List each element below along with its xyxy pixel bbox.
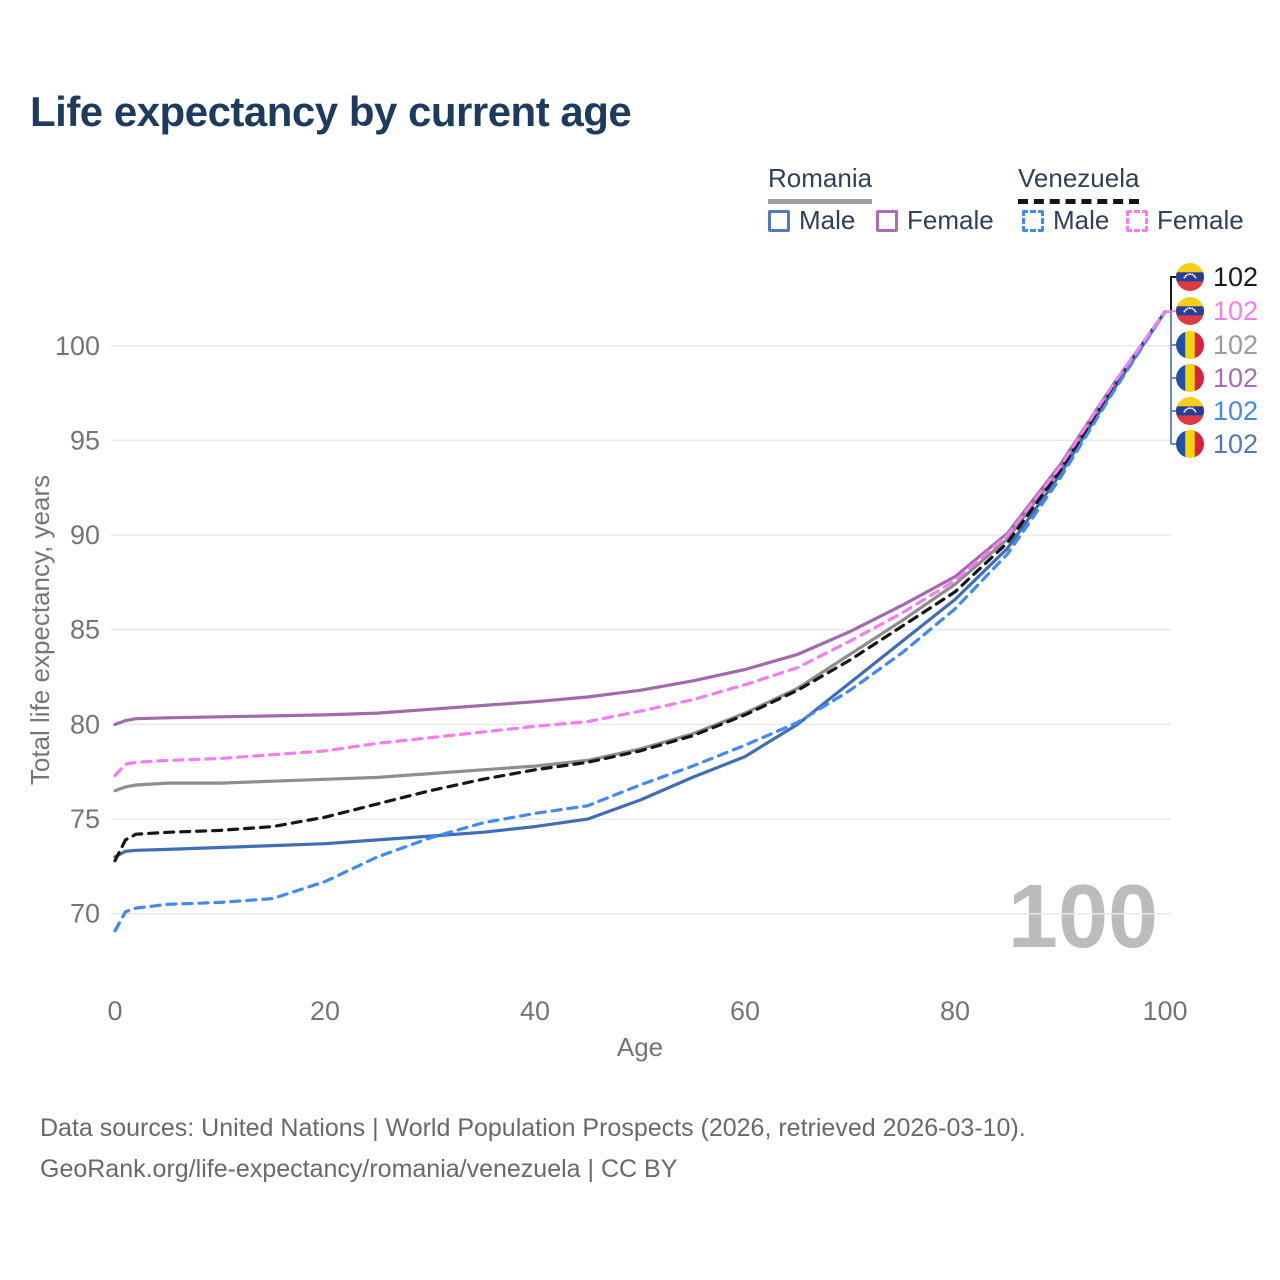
series-romania_male-line[interactable] — [113, 310, 1167, 859]
endpoint-value: 102 — [1213, 330, 1259, 360]
endpoint-label-row: 102 — [1176, 330, 1258, 360]
endpoint-value: 102 — [1213, 429, 1259, 459]
y-tick-label: 80 — [70, 709, 100, 739]
venezuela-flag-icon — [1176, 297, 1204, 325]
legend-label: Female — [907, 205, 994, 235]
y-tick-label: 70 — [70, 899, 100, 929]
endpoint-value: 102 — [1213, 363, 1259, 393]
legend-item-romania-female[interactable]: Female — [876, 205, 994, 236]
x-tick-label: 0 — [107, 996, 122, 1026]
footer: Data sources: United Nations | World Pop… — [40, 1108, 1026, 1190]
legend-item-venezuela-male[interactable]: Male — [1022, 205, 1109, 236]
venezuela-flag-icon — [1176, 397, 1204, 425]
endpoint-label-row: 102 — [1176, 396, 1258, 426]
romania-flag-icon — [1176, 364, 1204, 392]
romania-female-swatch-icon — [876, 209, 898, 232]
series-romania_total-line[interactable] — [113, 310, 1167, 793]
page-title: Life expectancy by current age — [30, 88, 632, 135]
leader-lines — [1164, 276, 1177, 445]
series-venezuela_total-line[interactable] — [113, 310, 1167, 863]
gridlines — [111, 345, 1171, 915]
endpoint-label-row: 102 — [1176, 429, 1258, 459]
series-venezuela_female-line[interactable] — [113, 310, 1167, 778]
leader-line-upper — [1165, 276, 1176, 313]
leader-tick — [1164, 310, 1177, 313]
y-tick-label: 75 — [70, 804, 100, 834]
legend-country-venezuela[interactable]: Venezuela — [1018, 163, 1140, 204]
legend-item-romania-male[interactable]: Male — [768, 205, 855, 236]
endpoint-label-row: 102 — [1176, 296, 1258, 326]
legend-label: Male — [799, 205, 856, 235]
legend-label: Male — [1053, 205, 1110, 235]
axis-tick-labels: 70 75 80 85 90 95 100 0 20 40 60 80 100 — [55, 331, 1188, 1026]
y-tick-label: 85 — [70, 615, 100, 645]
romania-flag-icon — [1176, 430, 1204, 458]
romania-flag-icon — [1176, 331, 1204, 359]
watermark-100: 100 — [1008, 867, 1158, 967]
y-axis-title: Total life expectancy, years — [25, 475, 55, 785]
footer-credit: GeoRank.org/life-expectancy/romania/vene… — [40, 1155, 678, 1183]
endpoint-value: 102 — [1213, 296, 1259, 326]
y-tick-label: 100 — [55, 331, 100, 361]
venezuela-female-swatch-icon — [1126, 209, 1148, 232]
endpoint-value: 102 — [1213, 396, 1259, 426]
legend-label: Female — [1157, 205, 1244, 235]
x-tick-label: 60 — [730, 996, 760, 1026]
legend-country-romania[interactable]: Romania — [768, 163, 873, 204]
footer-sources: Data sources: United Nations | World Pop… — [40, 1114, 1026, 1142]
x-tick-label: 40 — [520, 996, 550, 1026]
y-tick-label: 90 — [70, 520, 100, 550]
chart-series[interactable] — [113, 310, 1167, 933]
x-tick-label: 100 — [1142, 996, 1187, 1026]
romania-male-swatch-icon — [768, 209, 790, 232]
x-tick-label: 20 — [310, 996, 340, 1026]
series-romania_female-line[interactable] — [113, 310, 1167, 727]
y-tick-label: 95 — [70, 425, 100, 455]
x-axis-title: Age — [617, 1032, 663, 1062]
series-venezuela_male-line[interactable] — [113, 310, 1167, 933]
venezuela-flag-icon — [1176, 263, 1204, 291]
endpoint-label-row: 102 — [1176, 262, 1258, 292]
endpoint-label-row: 102 — [1176, 363, 1258, 393]
endpoint-value: 102 — [1213, 262, 1259, 292]
x-tick-label: 80 — [940, 996, 970, 1026]
legend-item-venezuela-female[interactable]: Female — [1126, 205, 1244, 236]
venezuela-male-swatch-icon — [1022, 209, 1044, 232]
